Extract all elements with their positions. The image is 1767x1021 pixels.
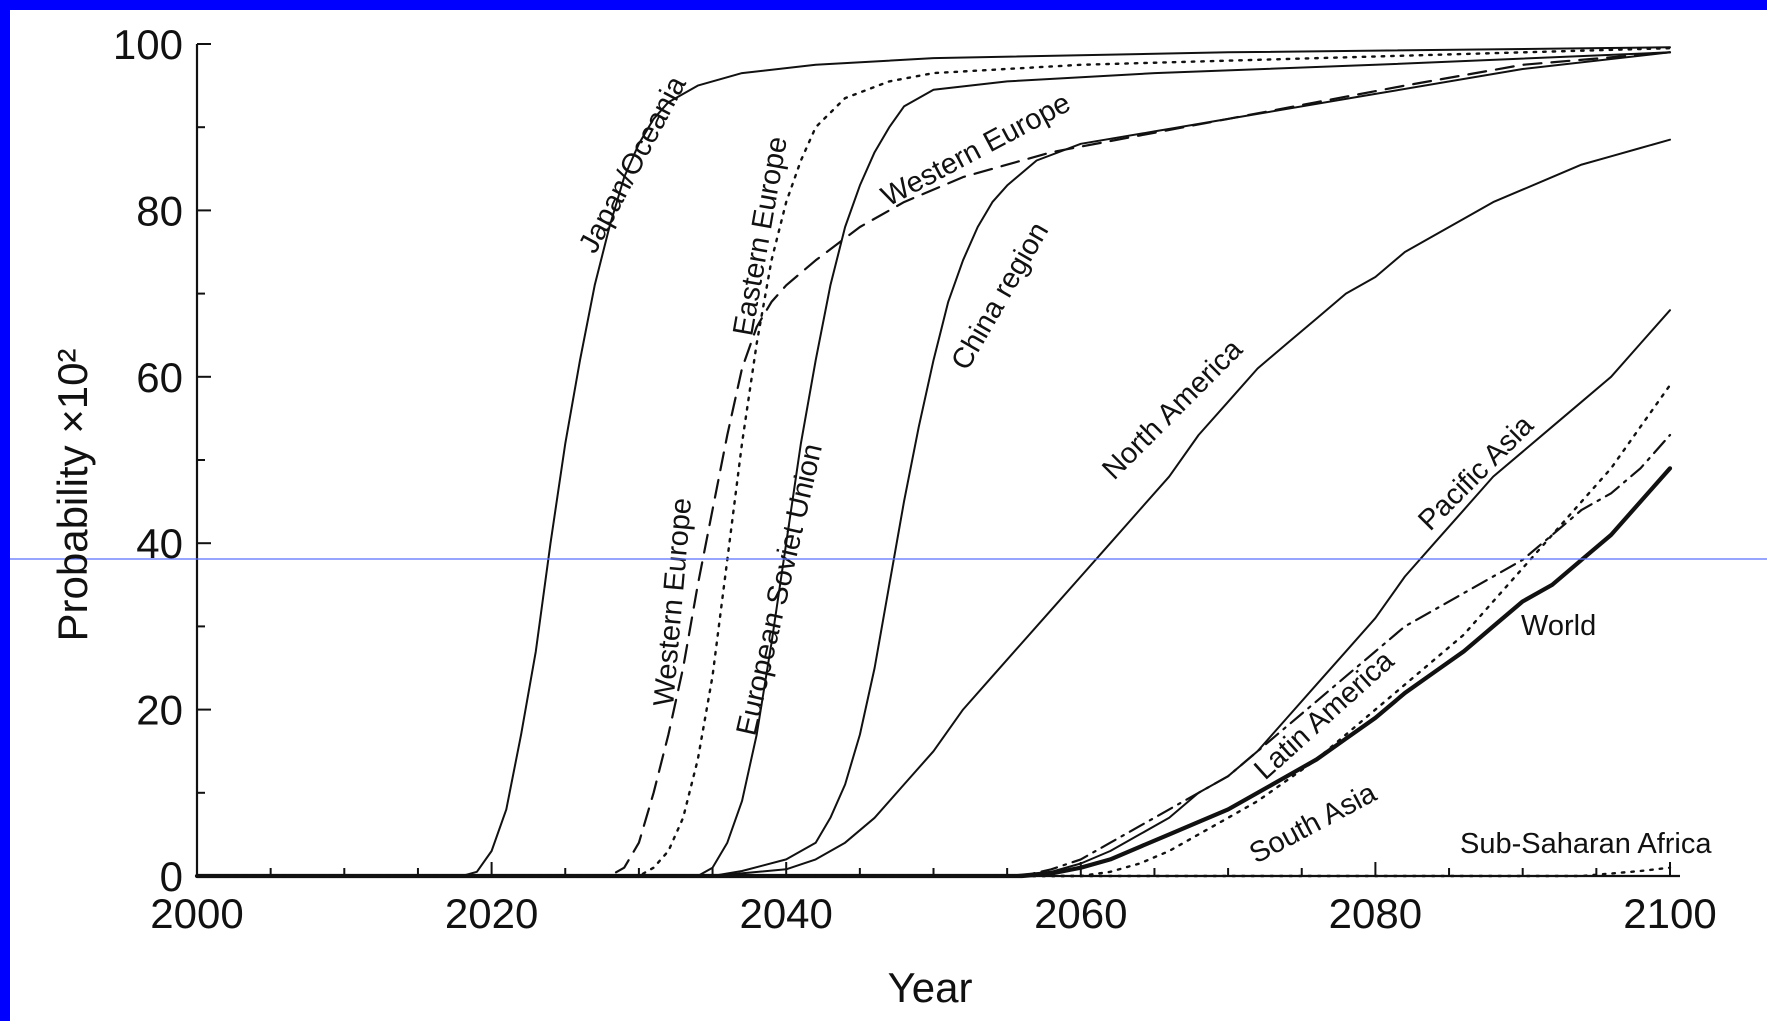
series-line-european-soviet-union [196, 51, 1671, 877]
y-tick-label: 80 [136, 187, 183, 234]
series-line-north-america [196, 138, 1671, 877]
series-label-sub-saharan-africa: Sub-Saharan Africa [1460, 828, 1712, 860]
series-line-japan-oceania [196, 46, 1671, 877]
y-tick-label: 60 [136, 354, 183, 401]
series-line-sub-saharan-africa [195, 866, 1672, 878]
y-tick-label: 40 [136, 520, 183, 567]
x-axis-title: Year [888, 964, 973, 1011]
x-tick-label: 2040 [739, 890, 832, 937]
x-tick-label: 2060 [1034, 890, 1127, 937]
y-tick-label: 20 [136, 687, 183, 734]
series-label-north-america: North America [1096, 333, 1249, 486]
x-tick-label: 2080 [1329, 890, 1422, 937]
chart-panel [10, 10, 1767, 1021]
series-label-china-region: China region [945, 217, 1055, 375]
series-line-eastern-europe [195, 47, 1672, 878]
series-line-pacific-asia [196, 309, 1671, 877]
y-tick-label: 0 [160, 853, 183, 900]
series-line-south-asia [195, 383, 1672, 878]
series-labels: Japan/Oceania Eastern Europe Western Eur… [573, 70, 1712, 870]
series-label-eastern-europe: Eastern Europe [727, 134, 794, 338]
series-line-china-region [196, 51, 1671, 877]
series-label-japan-oceania: Japan/Oceania [573, 70, 693, 258]
series-curves [194, 46, 1673, 879]
series-line-world [194, 466, 1673, 879]
series-label-european-soviet-union: European Soviet Union [731, 441, 829, 739]
x-tick-label: 2100 [1623, 890, 1716, 937]
x-tick-label: 2020 [445, 890, 538, 937]
series-label-world: World [1521, 610, 1596, 642]
y-axis-title: Probability ×10² [49, 348, 96, 641]
series-label-western-europe-lower: Western Europe [648, 497, 698, 708]
x-tick-label: 2000 [150, 890, 243, 937]
series-label-pacific-asia: Pacific Asia [1412, 409, 1540, 537]
y-tick-label: 100 [113, 21, 183, 68]
